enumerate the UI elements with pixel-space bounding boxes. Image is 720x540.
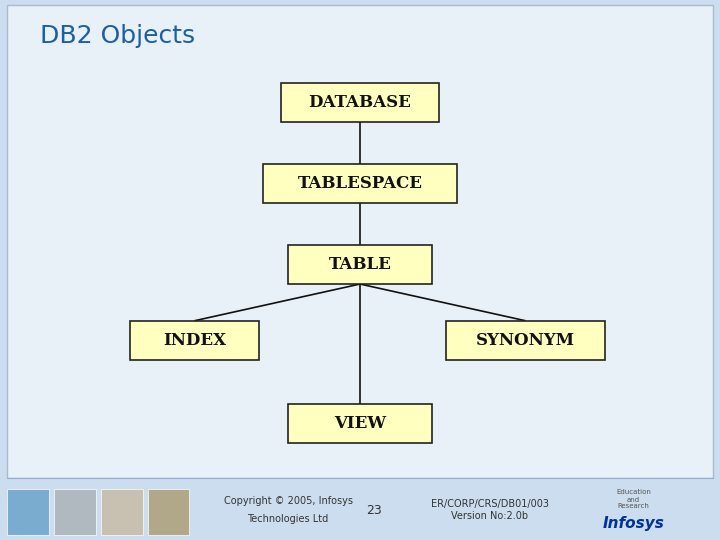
Bar: [101, 489, 143, 535]
FancyBboxPatch shape: [7, 5, 713, 478]
Text: DATABASE: DATABASE: [309, 94, 411, 111]
Text: SYNONYM: SYNONYM: [476, 332, 575, 349]
FancyBboxPatch shape: [130, 321, 259, 360]
Text: Technologies Ltd: Technologies Ltd: [248, 515, 328, 524]
FancyBboxPatch shape: [288, 404, 432, 443]
FancyBboxPatch shape: [446, 321, 605, 360]
FancyBboxPatch shape: [288, 245, 432, 284]
Text: Infosys: Infosys: [603, 516, 665, 531]
Text: INDEX: INDEX: [163, 332, 226, 349]
Bar: [7, 489, 49, 535]
Text: VIEW: VIEW: [334, 415, 386, 433]
Text: TABLESPACE: TABLESPACE: [297, 175, 423, 192]
Text: ER/CORP/CRS/DB01/003
Version No:2.0b: ER/CORP/CRS/DB01/003 Version No:2.0b: [431, 500, 549, 521]
Text: TABLE: TABLE: [328, 256, 392, 273]
Text: DB2 Objects: DB2 Objects: [40, 24, 194, 48]
Bar: [0, 478, 720, 540]
Bar: [148, 489, 189, 535]
FancyBboxPatch shape: [281, 83, 439, 122]
Bar: [54, 489, 96, 535]
Text: Education
and
Research: Education and Research: [616, 489, 651, 510]
FancyBboxPatch shape: [263, 164, 457, 203]
Text: Copyright © 2005, Infosys: Copyright © 2005, Infosys: [223, 496, 353, 506]
Text: 23: 23: [366, 504, 382, 517]
